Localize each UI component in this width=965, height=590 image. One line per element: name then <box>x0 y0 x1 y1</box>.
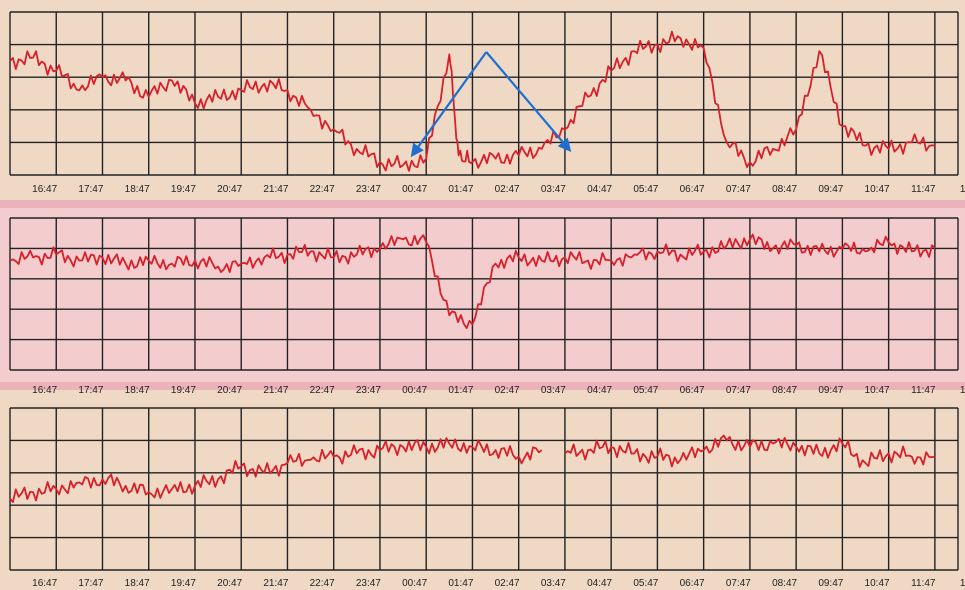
x-tick-label: 05:47 <box>633 385 658 396</box>
x-tick-label: 08:47 <box>772 184 797 195</box>
x-tick-label: 06:47 <box>680 578 705 589</box>
x-tick-label: 21:47 <box>263 184 288 195</box>
x-tick-label: 19:47 <box>171 578 196 589</box>
x-tick-label: 16:47 <box>32 385 57 396</box>
x-tick-label: 22:47 <box>310 578 335 589</box>
x-tick-label: 22:47 <box>310 385 335 396</box>
annotation-arrow-left <box>410 51 488 158</box>
x-tick-label: 18:47 <box>125 184 150 195</box>
x-tick-label: 03:47 <box>541 385 566 396</box>
annotation-arrow-right <box>485 51 572 153</box>
x-tick-label: 06:47 <box>680 385 705 396</box>
x-tick-label: 21:47 <box>263 578 288 589</box>
x-tick-label: 07:47 <box>726 385 751 396</box>
x-tick-label: 23:47 <box>356 578 381 589</box>
x-tick-label: 04:47 <box>587 184 612 195</box>
x-tick-label: 02:47 <box>495 184 520 195</box>
x-tick-label: 02:47 <box>495 578 520 589</box>
trace-series <box>9 30 936 172</box>
x-tick-label: 11:47 <box>911 385 936 396</box>
trace-series <box>9 437 543 503</box>
x-tick-label: 01:47 <box>448 578 473 589</box>
x-tick-label: 12:2 <box>960 385 965 396</box>
trace-series <box>9 233 936 329</box>
x-tick-label: 18:47 <box>125 578 150 589</box>
x-tick-label: 00:47 <box>402 385 427 396</box>
x-tick-label: 05:47 <box>633 184 658 195</box>
x-tick-label: 22:47 <box>310 184 335 195</box>
x-tick-label: 02:47 <box>495 385 520 396</box>
x-tick-label: 10:47 <box>865 385 890 396</box>
x-tick-label: 11:47 <box>911 184 936 195</box>
x-tick-label: 12:2 <box>960 578 965 589</box>
x-tick-label: 03:47 <box>541 184 566 195</box>
x-tick-label: 12:2 <box>960 184 965 195</box>
x-tick-label: 20:47 <box>217 578 242 589</box>
x-tick-label: 00:47 <box>402 184 427 195</box>
x-tick-label: 07:47 <box>726 578 751 589</box>
x-tick-label: 10:47 <box>865 184 890 195</box>
x-tick-label: 16:47 <box>32 184 57 195</box>
x-tick-label: 09:47 <box>818 578 843 589</box>
x-tick-label: 03:47 <box>541 578 566 589</box>
x-tick-label: 20:47 <box>217 385 242 396</box>
x-tick-label: 17:47 <box>78 184 103 195</box>
x-tick-label: 05:47 <box>633 578 658 589</box>
x-tick-label: 23:47 <box>356 385 381 396</box>
x-tick-label: 00:47 <box>402 578 427 589</box>
x-tick-label: 20:47 <box>217 184 242 195</box>
x-tick-label: 01:47 <box>448 385 473 396</box>
x-tick-label: 18:47 <box>125 385 150 396</box>
x-tick-label: 10:47 <box>865 578 890 589</box>
x-tick-label: 06:47 <box>680 184 705 195</box>
x-tick-label: 19:47 <box>171 184 196 195</box>
trace-series <box>564 434 936 468</box>
x-tick-label: 04:47 <box>587 578 612 589</box>
x-tick-label: 04:47 <box>587 385 612 396</box>
x-tick-label: 08:47 <box>772 578 797 589</box>
x-tick-label: 01:47 <box>448 184 473 195</box>
x-tick-label: 23:47 <box>356 184 381 195</box>
x-tick-label: 21:47 <box>263 385 288 396</box>
x-tick-label: 19:47 <box>171 385 196 396</box>
x-tick-label: 11:47 <box>911 578 936 589</box>
x-tick-label: 09:47 <box>818 385 843 396</box>
x-tick-label: 17:47 <box>78 578 103 589</box>
x-tick-label: 09:47 <box>818 184 843 195</box>
x-tick-label: 16:47 <box>32 578 57 589</box>
x-tick-label: 07:47 <box>726 184 751 195</box>
x-tick-label: 17:47 <box>78 385 103 396</box>
x-tick-label: 08:47 <box>772 385 797 396</box>
